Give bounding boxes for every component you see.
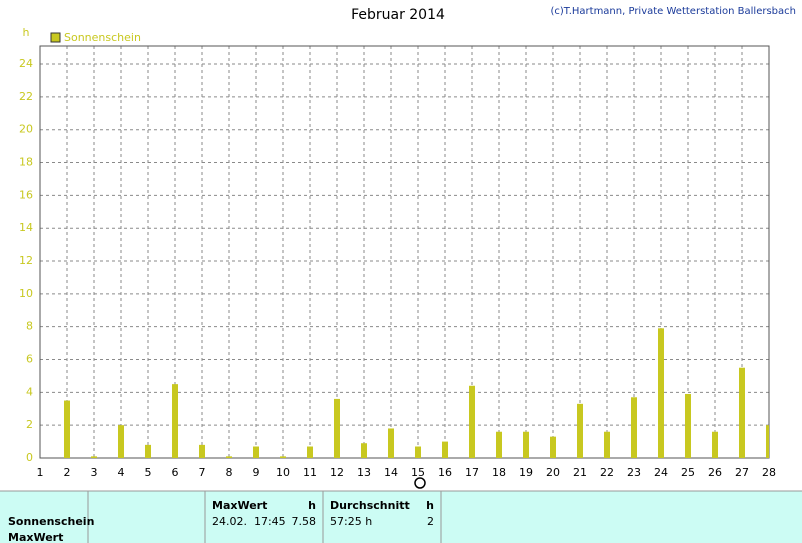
- y-tick-label: 8: [26, 320, 33, 333]
- credit: (c)T.Hartmann, Private Wetterstation Bal…: [550, 6, 796, 17]
- y-tick-label: 24: [19, 57, 33, 70]
- y-tick-label: 14: [19, 221, 33, 234]
- x-tick-label: 7: [199, 466, 206, 479]
- bar: [226, 456, 232, 458]
- x-tick-label: 28: [762, 466, 776, 479]
- x-tick-label: 12: [330, 466, 344, 479]
- bar: [145, 444, 151, 458]
- panel-bg: [0, 491, 802, 543]
- bar: [442, 441, 448, 458]
- x-tick-label: 19: [519, 466, 533, 479]
- x-tick-label: 18: [492, 466, 506, 479]
- x-tick-label: 5: [145, 466, 152, 479]
- bar: [577, 403, 583, 458]
- bar: [64, 400, 70, 458]
- bar: [307, 446, 313, 458]
- y-tick-label: 6: [26, 353, 33, 366]
- x-tick-label: 26: [708, 466, 722, 479]
- y-tick-label: 10: [19, 287, 33, 300]
- bar: [631, 397, 637, 458]
- row-label: Sonnenschein: [8, 515, 94, 528]
- y-tick-label: 22: [19, 90, 33, 103]
- y-tick-label: 0: [26, 451, 33, 464]
- bar: [550, 436, 556, 458]
- x-tick-label: 24: [654, 466, 668, 479]
- bars: [64, 328, 769, 458]
- bar: [415, 446, 421, 458]
- legend-label: Sonnenschein: [64, 31, 141, 44]
- x-tick-label: 17: [465, 466, 479, 479]
- col-header: MaxWert: [212, 499, 267, 512]
- x-tick-label: 14: [384, 466, 398, 479]
- x-tick-label: 9: [253, 466, 260, 479]
- bar: [469, 385, 475, 458]
- y-tick-label: 18: [19, 156, 33, 169]
- bar: [388, 428, 394, 458]
- legend-swatch: [50, 32, 61, 43]
- x-tick-label: 15: [411, 466, 425, 479]
- bar: [118, 425, 124, 458]
- x-tick-label: 16: [438, 466, 452, 479]
- x-tick-label: 13: [357, 466, 371, 479]
- x-tick-label: 25: [681, 466, 695, 479]
- x-tick-label: 20: [546, 466, 560, 479]
- max-value: 7.58: [292, 515, 317, 528]
- bar: [253, 446, 259, 458]
- bar: [523, 431, 529, 458]
- y-tick-label: 12: [19, 254, 33, 267]
- col-unit: h: [308, 499, 316, 512]
- stats-panel: Sonnenschein MaxWert MaxWert h Durchschn…: [0, 490, 802, 543]
- x-tick-label: 21: [573, 466, 587, 479]
- y-axis-label: h: [23, 26, 30, 39]
- cursor-marker: [414, 477, 426, 489]
- x-tick-label: 11: [303, 466, 317, 479]
- bar: [199, 444, 205, 458]
- sum-value: 57:25 h: [330, 515, 372, 528]
- bar: [712, 431, 718, 458]
- plot-frame: [39, 45, 770, 459]
- y-tick-label: 16: [19, 188, 33, 201]
- bar: [334, 398, 340, 458]
- bar: [604, 431, 610, 458]
- x-tick-label: 22: [600, 466, 614, 479]
- bar: [766, 425, 769, 458]
- x-tick-label: 2: [64, 466, 71, 479]
- avg-value: 2: [427, 515, 434, 528]
- x-tick-label: 4: [118, 466, 125, 479]
- x-tick-label: 1: [37, 466, 44, 479]
- bar: [496, 431, 502, 458]
- y-tick-label: 4: [26, 385, 33, 398]
- bar: [91, 456, 97, 458]
- x-tick-label: 10: [276, 466, 290, 479]
- bar: [658, 328, 664, 458]
- chart-title: Februar 2014: [351, 7, 445, 23]
- y-tick-label: 20: [19, 123, 33, 136]
- col-unit: h: [426, 499, 434, 512]
- bar: [739, 367, 745, 458]
- row-label: MaxWert: [8, 531, 63, 543]
- bar: [685, 393, 691, 458]
- x-tick-label: 3: [91, 466, 98, 479]
- x-tick-label: 6: [172, 466, 179, 479]
- y-tick-label: 2: [26, 418, 33, 431]
- bar: [280, 456, 286, 458]
- x-tick-label: 8: [226, 466, 233, 479]
- x-tick-label: 23: [627, 466, 641, 479]
- x-tick-label: 27: [735, 466, 749, 479]
- col-header: Durchschnitt: [330, 499, 410, 512]
- bar: [172, 384, 178, 458]
- bar: [361, 443, 367, 458]
- max-date: 24.02. 17:45: [212, 515, 286, 528]
